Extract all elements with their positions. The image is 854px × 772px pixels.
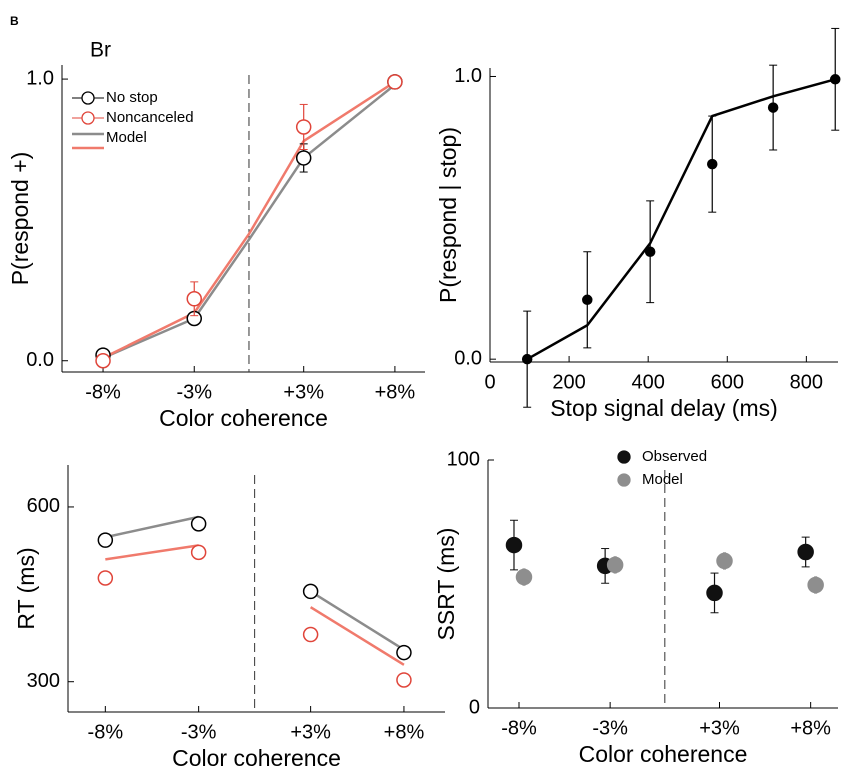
x-tick-label: -3%: [592, 717, 628, 739]
y-axis-label: P(respond | stop): [435, 127, 461, 303]
y-axis-label: SSRT (ms): [433, 528, 459, 641]
y-tick-label: 300: [27, 670, 60, 692]
legend-label: Model: [106, 129, 147, 146]
y-tick-label: 0: [469, 696, 480, 718]
data-point: [295, 119, 312, 135]
legend-label: No stop: [106, 89, 158, 106]
x-axis-label: Color coherence: [579, 741, 748, 767]
data-point: [505, 536, 523, 554]
legend-label: Observed: [642, 448, 707, 465]
x-tick-label: 600: [711, 371, 744, 393]
y-tick-label: 1.0: [454, 65, 482, 87]
x-tick-label: -3%: [181, 721, 217, 743]
x-tick-label: +3%: [290, 721, 331, 743]
legend-marker: [617, 450, 631, 464]
y-tick-label: 100: [447, 448, 480, 470]
data-point: [97, 532, 114, 548]
y-axis-label: RT (ms): [13, 547, 39, 629]
legend-label: Noncanceled: [106, 109, 194, 126]
data-point: [387, 74, 403, 90]
legend-marker: [81, 111, 95, 125]
data-point: [97, 570, 114, 586]
y-tick-label: 0.0: [454, 347, 482, 369]
x-tick-label: -8%: [501, 717, 537, 739]
y-tick-label: 1.0: [26, 67, 54, 89]
y-axis-label: P(respond +): [7, 152, 33, 286]
x-axis-label: Color coherence: [159, 405, 328, 431]
x-tick-label: +8%: [384, 721, 425, 743]
data-point: [190, 516, 207, 532]
legend-label: Model: [642, 471, 683, 488]
x-tick-label: 200: [552, 371, 585, 393]
legend-marker: [617, 473, 631, 487]
data-point: [302, 626, 319, 643]
legend-marker: [81, 91, 95, 105]
data-point: [706, 158, 718, 170]
y-tick-label: 0.0: [26, 349, 54, 371]
data-point: [644, 246, 656, 257]
x-tick-label: -8%: [85, 381, 121, 403]
data-point: [186, 291, 202, 307]
data-point: [190, 544, 207, 561]
data-point: [767, 102, 779, 113]
x-tick-label: 800: [790, 371, 823, 393]
x-tick-label: 400: [631, 371, 664, 393]
x-axis-label: Stop signal delay (ms): [550, 395, 778, 421]
data-point: [716, 552, 733, 570]
data-point: [396, 672, 412, 688]
x-tick-label: +8%: [790, 717, 831, 739]
x-axis-label: Color coherence: [172, 745, 341, 771]
model-line: [102, 83, 396, 360]
data-point: [95, 352, 111, 369]
data-point: [606, 556, 624, 574]
data-point: [295, 150, 312, 166]
x-tick-label: +3%: [699, 717, 740, 739]
y-tick-label: 600: [27, 495, 60, 517]
data-point: [302, 583, 319, 600]
data-point: [797, 543, 814, 561]
data-point: [706, 584, 723, 602]
model-line: [526, 78, 836, 361]
chart-title: Br: [90, 39, 111, 62]
x-tick-label: +3%: [283, 381, 324, 403]
data-point: [829, 74, 841, 85]
model-line: [105, 515, 405, 651]
x-tick-label: -8%: [88, 721, 124, 743]
data-point: [515, 568, 533, 586]
data-point: [396, 644, 412, 661]
data-point: [807, 576, 824, 594]
x-tick-label: 0: [484, 371, 495, 393]
x-tick-label: +8%: [375, 381, 416, 403]
model-line: [102, 80, 396, 360]
data-point: [521, 353, 533, 365]
data-point: [582, 294, 593, 306]
model-line: [105, 544, 405, 666]
panel-label: B: [10, 14, 19, 28]
x-tick-label: -3%: [176, 381, 212, 403]
